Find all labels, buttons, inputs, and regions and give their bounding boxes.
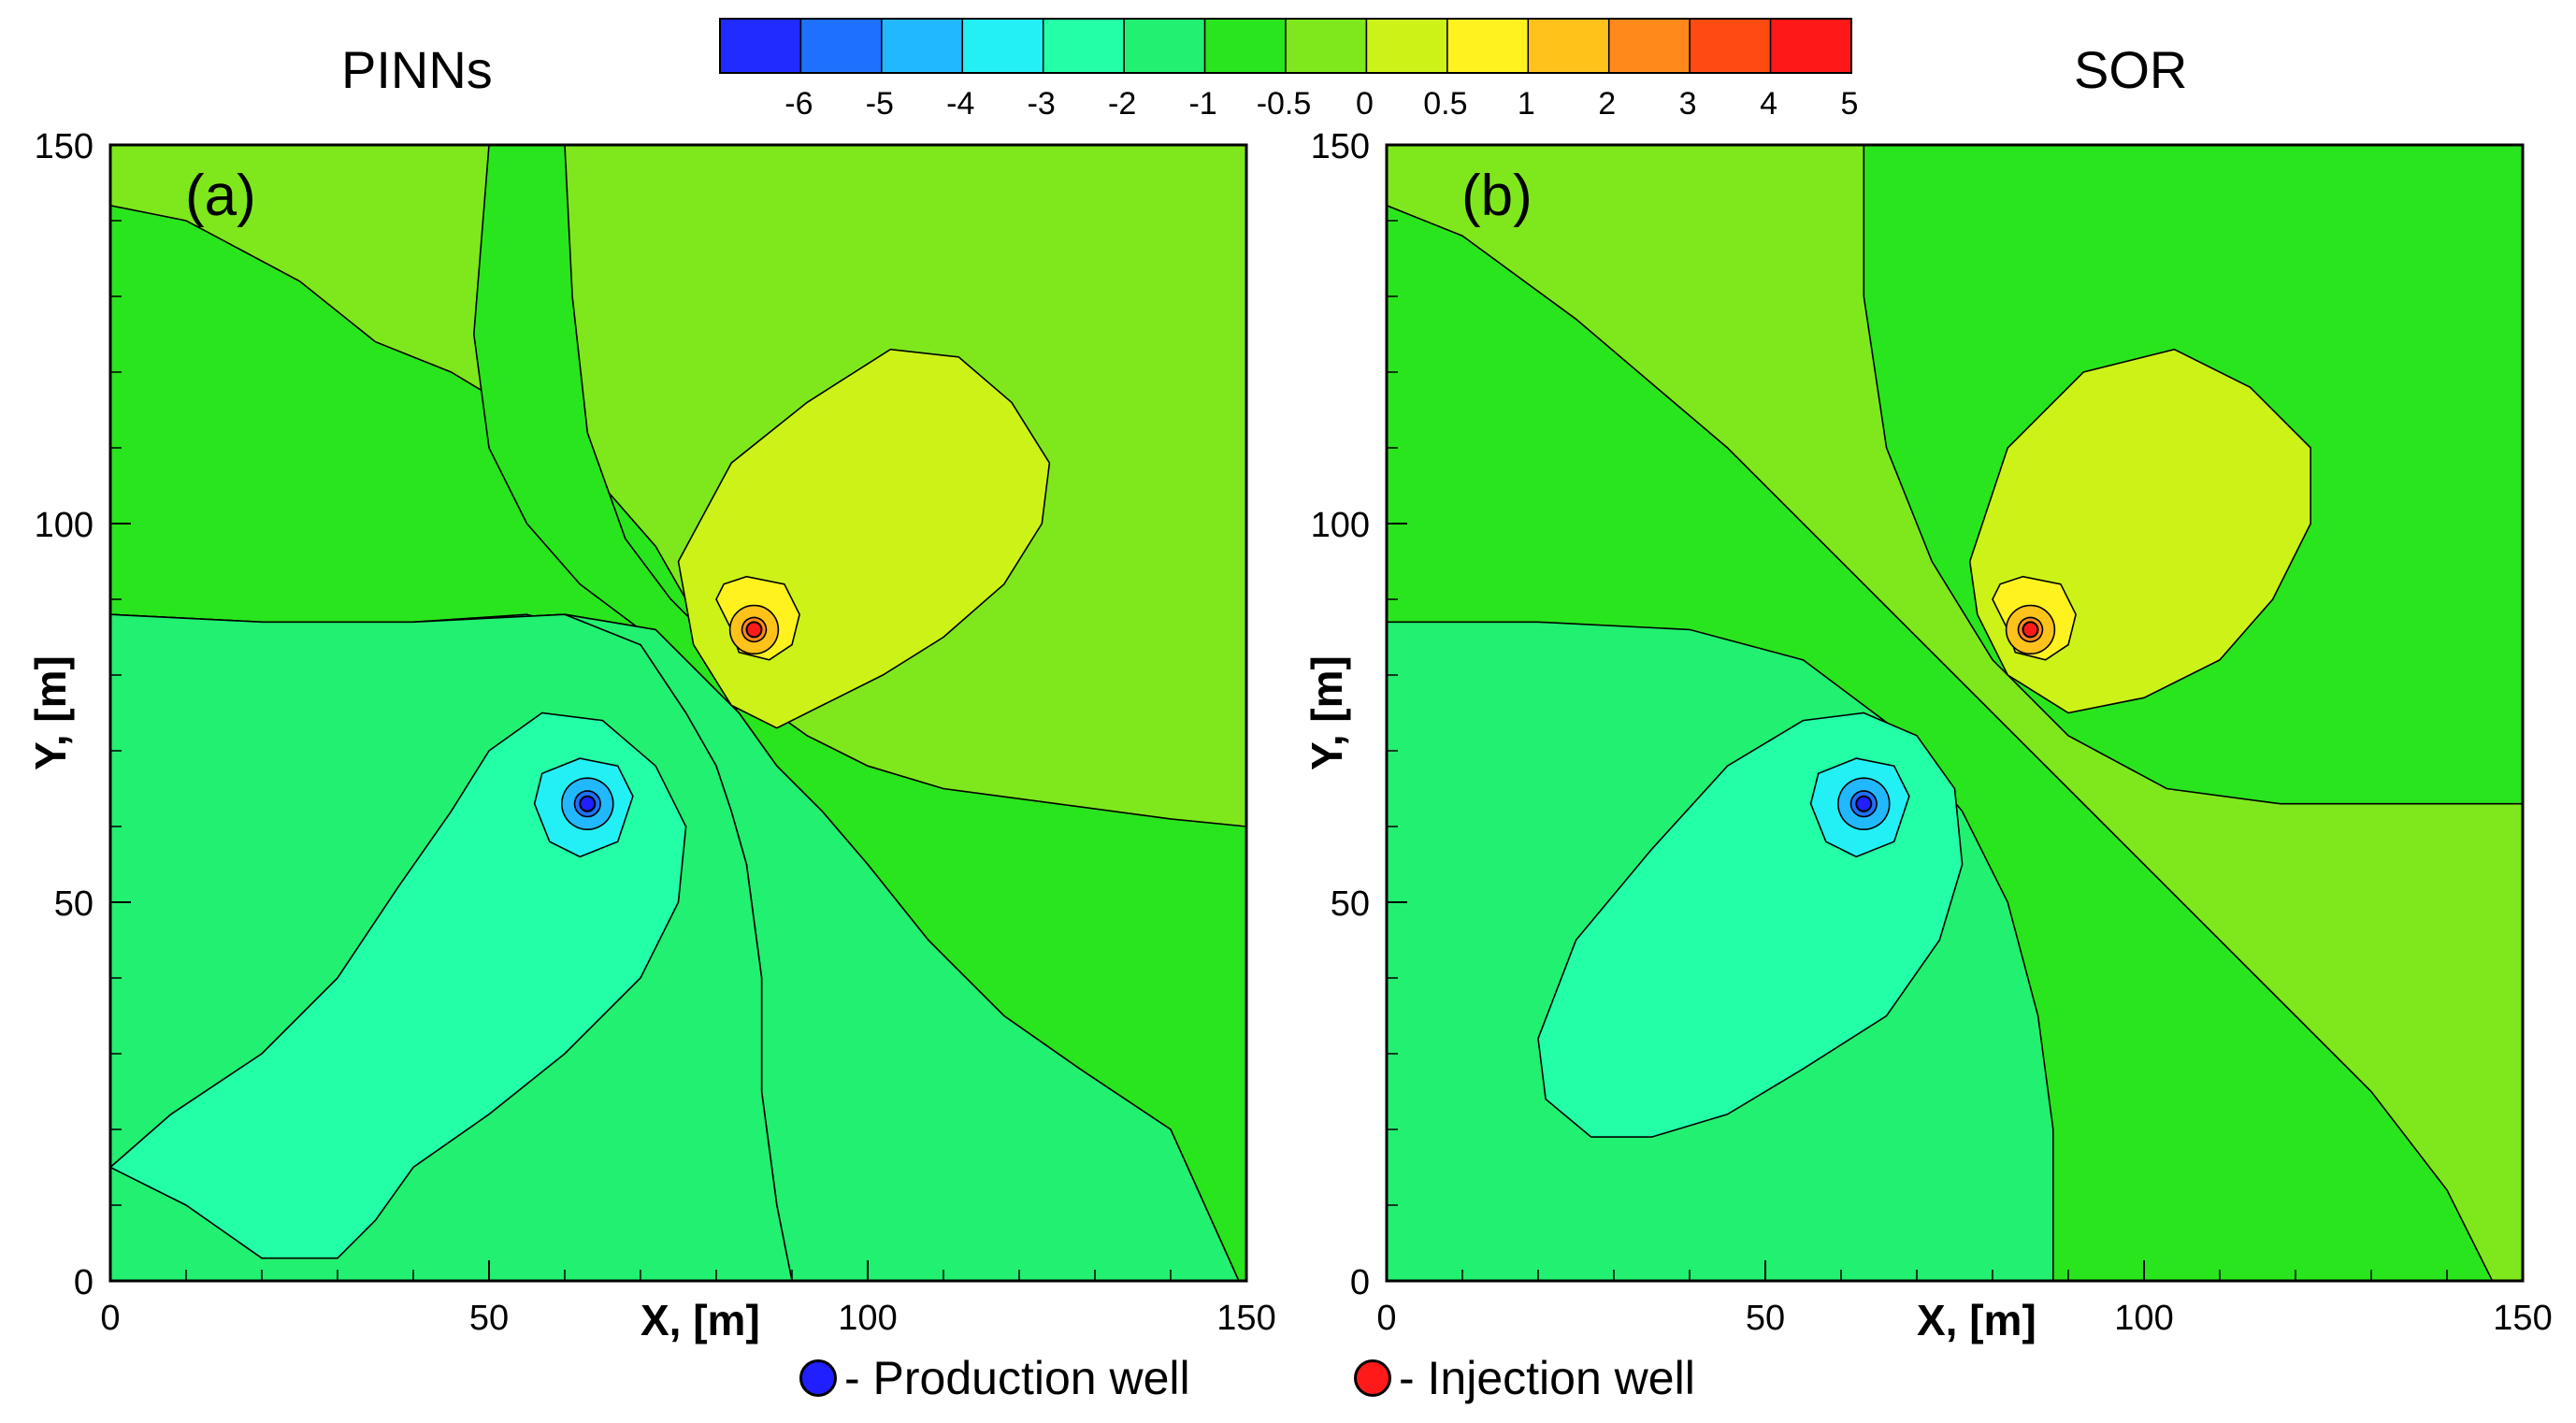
colorbar-tick-label: 0	[1356, 86, 1374, 122]
x-tick-label: 100	[2114, 1299, 2173, 1338]
plot-frame	[108, 143, 1248, 1283]
colorbar-frame	[719, 18, 1852, 74]
colorbar-tick-label: -1	[1188, 86, 1216, 122]
colorbar-swatch	[1769, 18, 1852, 74]
y-tick-label: 100	[1311, 506, 1370, 545]
y-tick-label: 150	[1311, 127, 1370, 166]
colorbar-tick-label: 3	[1679, 86, 1697, 122]
colorbar-tick-label: -4	[946, 86, 974, 122]
y-tick-label: 50	[1331, 884, 1370, 924]
y-tick-label: 100	[35, 506, 94, 545]
colorbar-swatch	[1527, 18, 1610, 74]
contour-fill-group	[1387, 145, 2523, 1281]
colorbar-tick-label: -5	[866, 86, 894, 122]
production-well-marker	[1855, 795, 1873, 812]
colorbar-swatch	[1042, 18, 1125, 74]
colorbar-tick-label: 0.5	[1423, 86, 1467, 122]
colorbar-tick-label: -2	[1108, 86, 1136, 122]
production-well-marker	[579, 795, 597, 812]
colorbar-swatch	[1203, 18, 1287, 74]
y-tick-label: 0	[74, 1263, 94, 1302]
x-axis-label: X, [m]	[640, 1296, 760, 1344]
colorbar-tick-label: -3	[1028, 86, 1056, 122]
y-tick-label: 50	[54, 884, 94, 924]
y-axis-label: Y, [m]	[1302, 655, 1351, 770]
panel-b-title: SOR	[2074, 40, 2188, 99]
legend-production-label: - Production well	[844, 1352, 1190, 1404]
injection-well-marker	[2022, 621, 2039, 639]
x-tick-label: 50	[469, 1299, 509, 1338]
colorbar-swatch	[1607, 18, 1691, 74]
colorbar: -6-5-4-3-2-1-0.500.5123456	[719, 18, 1859, 122]
legend-injection: - Injection well	[1354, 1351, 1695, 1405]
panel-label: (a)	[185, 164, 256, 228]
colorbar-tick-label: 2	[1598, 86, 1616, 122]
colorbar-swatch	[961, 18, 1044, 74]
contour-plot-pinns: 0 50 100 150 0 50 100 150 X, [m] Y, [m] (a)	[26, 127, 1276, 1344]
contour-plot-sor: 0 50 100 150 0 50 100 150 X, [m] Y, [m] (b)	[1302, 127, 2553, 1344]
legend-production: - Production well	[799, 1351, 1190, 1405]
colorbar-swatch	[799, 18, 883, 74]
y-tick-label: 0	[1350, 1263, 1370, 1302]
colorbar-swatch	[1365, 18, 1448, 74]
x-tick-label: 150	[1216, 1299, 1275, 1338]
plot-frame	[1385, 143, 2525, 1283]
x-tick-label: 50	[1746, 1299, 1785, 1338]
x-tick-label: 0	[100, 1299, 120, 1338]
x-tick-label: 100	[838, 1299, 897, 1338]
y-tick-label: 150	[35, 127, 94, 166]
panel-a-title: PINNs	[341, 40, 493, 99]
colorbar-tick-label: -0.5	[1257, 86, 1312, 122]
colorbar-swatch	[1123, 18, 1206, 74]
colorbar-tick-label: 4	[1760, 86, 1777, 122]
colorbar-tick-label: 5	[1841, 86, 1859, 122]
colorbar-swatch	[1689, 18, 1772, 74]
x-tick-label: 0	[1376, 1299, 1396, 1338]
panel-label: (b)	[1461, 164, 1533, 228]
injection-well-marker	[745, 621, 763, 639]
injection-well-marker-icon	[1354, 1359, 1391, 1397]
colorbar-swatch	[1285, 18, 1368, 74]
production-well-marker-icon	[799, 1359, 837, 1397]
contour-fill-group	[110, 145, 1246, 1281]
colorbar-tick-label: -6	[784, 86, 813, 122]
colorbar-swatch	[881, 18, 964, 74]
contour-band	[110, 712, 687, 1259]
colorbar-tick-label: 1	[1518, 86, 1535, 122]
colorbar-swatch	[719, 18, 802, 74]
x-tick-label: 150	[2493, 1299, 2552, 1338]
legend-injection-label: - Injection well	[1399, 1352, 1695, 1404]
y-axis-label: Y, [m]	[26, 655, 75, 770]
x-axis-label: X, [m]	[1917, 1296, 2036, 1344]
colorbar-swatch	[1446, 18, 1530, 74]
